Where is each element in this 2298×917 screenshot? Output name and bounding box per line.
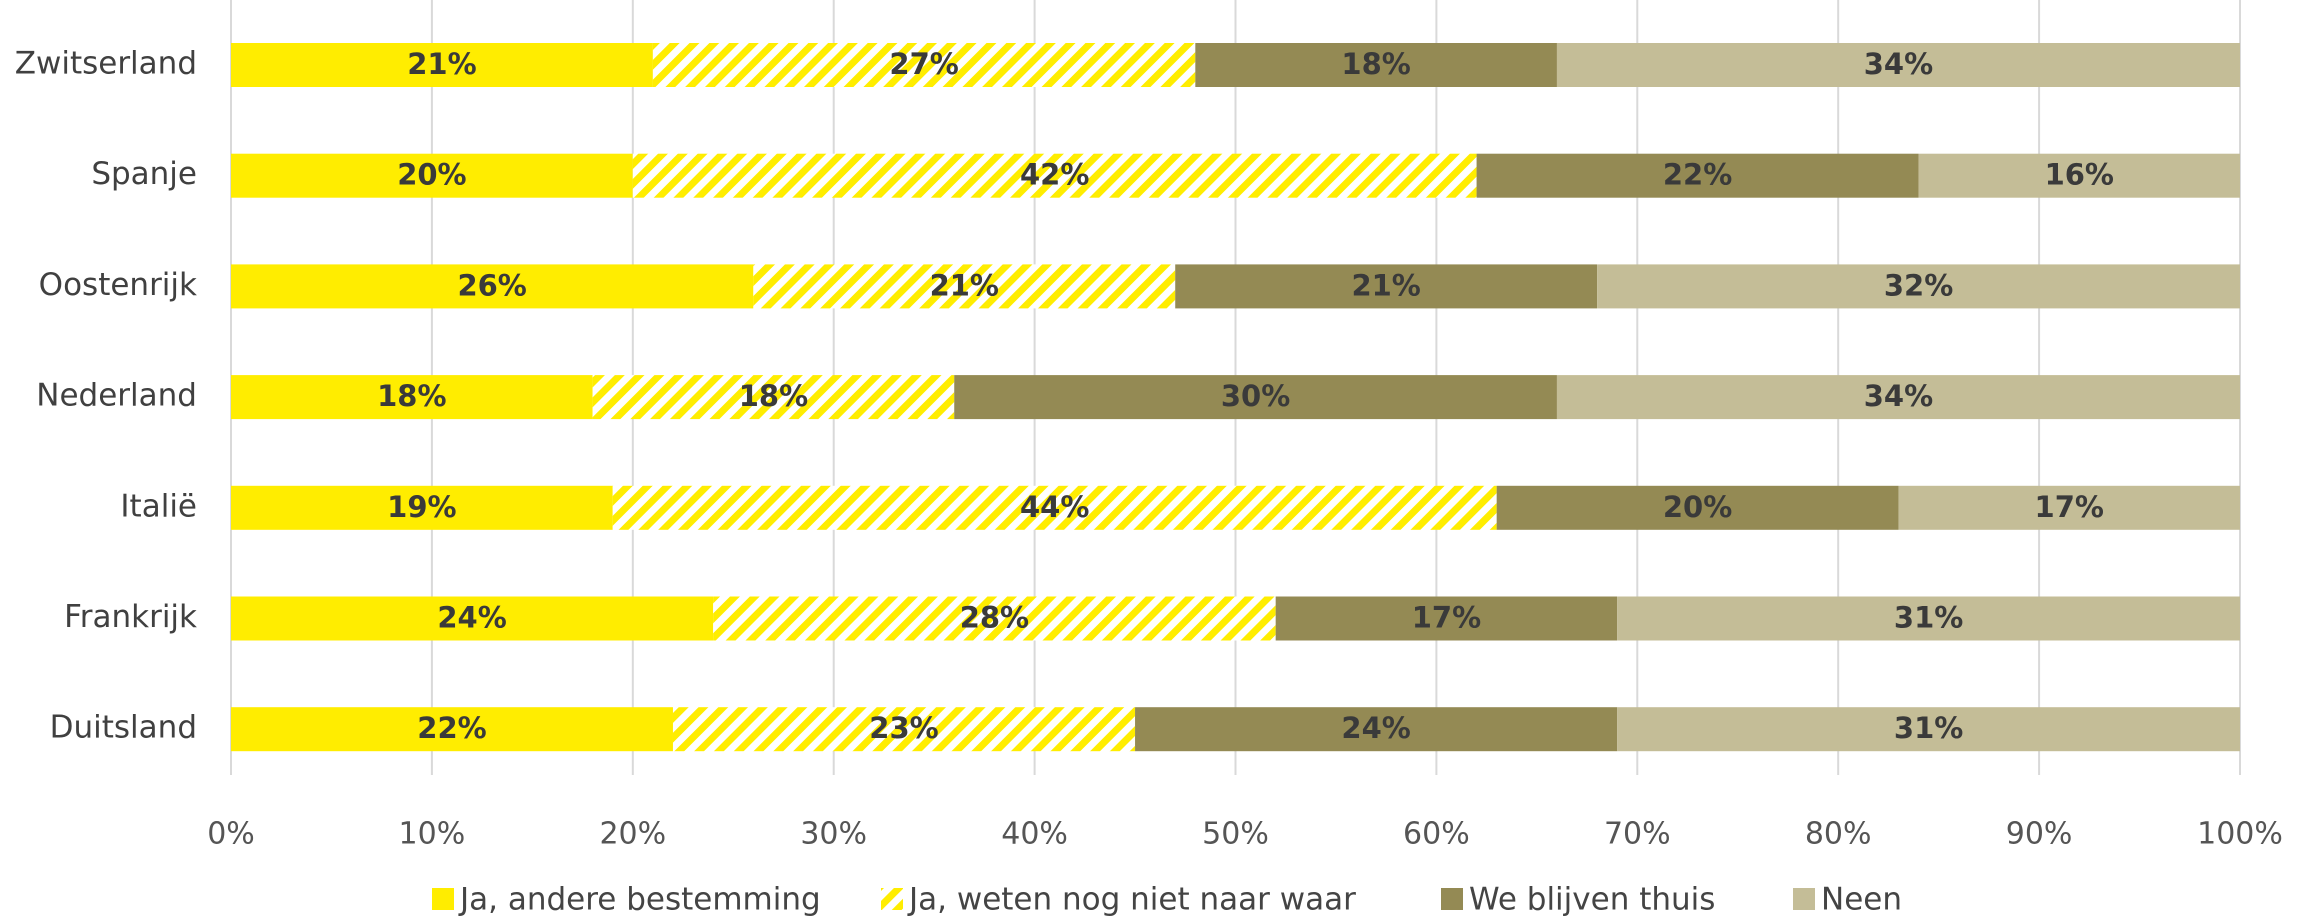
bar-segment [1918,153,2240,198]
bar-segment [713,596,1276,641]
value-label: 23% [869,711,938,745]
value-label: 21% [930,268,999,302]
bar-segment [1617,707,2240,752]
category-label: Italië [120,488,197,524]
value-label: 18% [377,379,446,413]
bar-segment [1275,596,1618,641]
value-label: 16% [2045,158,2114,192]
bar-segment [1898,485,2240,530]
bar-segment [231,485,613,530]
bar-segment [1556,375,2240,420]
bar-segment [231,264,754,309]
value-label: 44% [1020,490,1089,524]
value-label: 32% [1884,268,1953,302]
value-label: 31% [1894,601,1963,635]
value-label: 42% [1020,158,1089,192]
value-label: 17% [1412,601,1481,635]
bar-segment [1556,43,2240,87]
bar-segment [954,375,1557,420]
x-tick-label: 30% [800,817,867,852]
value-label: 19% [387,490,456,524]
value-label: 21% [407,47,476,81]
category-label: Zwitserland [15,46,197,82]
x-tick-label: 70% [1604,817,1671,852]
x-tick-label: 90% [2006,817,2073,852]
bar-segment [1496,485,1899,530]
x-tick-label: 80% [1805,817,1872,852]
category-label: Spanje [91,156,197,192]
value-label: 20% [1663,490,1732,524]
category-label: Nederland [36,378,197,414]
bar-segment [1476,153,1919,198]
bar-segment [1175,264,1598,309]
legend-marker [1793,888,1815,910]
value-label: 17% [2035,490,2104,524]
x-tick-label: 100% [2197,817,2283,852]
bar-segment [632,153,1477,198]
bar-segment [592,375,955,420]
value-label: 24% [1341,711,1410,745]
bar-segment [1617,596,2240,641]
category-label: Duitsland [50,710,197,746]
value-label: 20% [397,158,466,192]
bar-segment [652,43,1196,87]
value-label: 34% [1864,379,1933,413]
category-label: Frankrijk [64,599,197,635]
x-tick-label: 20% [599,817,666,852]
bar-segment [231,43,653,87]
legend-label: We blijven thuis [1469,882,1715,917]
legend-marker [432,888,454,910]
bar-segment [231,375,593,420]
value-label: 18% [1341,47,1410,81]
category-label: Oostenrijk [39,267,197,303]
value-label: 31% [1894,711,1963,745]
value-label: 27% [889,47,958,81]
value-label: 22% [1663,158,1732,192]
value-label: 21% [1351,268,1420,302]
bar-segment [1135,707,1618,752]
value-label: 26% [457,268,526,302]
bar-segment [231,153,633,198]
value-label: 22% [417,711,486,745]
value-label: 18% [739,379,808,413]
value-label: 24% [437,601,506,635]
x-tick-label: 10% [399,817,466,852]
bar-segment [753,264,1176,309]
value-label: 28% [960,601,1029,635]
value-label: 30% [1221,379,1290,413]
legend-marker [1441,888,1463,910]
legend-marker [881,888,903,910]
legend-label: Ja, andere bestemming [458,882,821,917]
x-tick-label: 50% [1202,817,1269,852]
legend-label: Neen [1821,882,1902,917]
bar-segment [231,707,673,752]
bar-segment [612,485,1497,530]
x-tick-label: 0% [207,817,255,852]
x-tick-label: 40% [1001,817,1068,852]
bar-segment [1597,264,2240,309]
x-tick-label: 60% [1403,817,1470,852]
bar-segment [231,596,714,641]
legend-label: Ja, weten nog niet naar waar [907,882,1356,917]
bar-segment [1195,43,1557,87]
bar-segment [672,707,1136,752]
value-label: 34% [1864,47,1933,81]
